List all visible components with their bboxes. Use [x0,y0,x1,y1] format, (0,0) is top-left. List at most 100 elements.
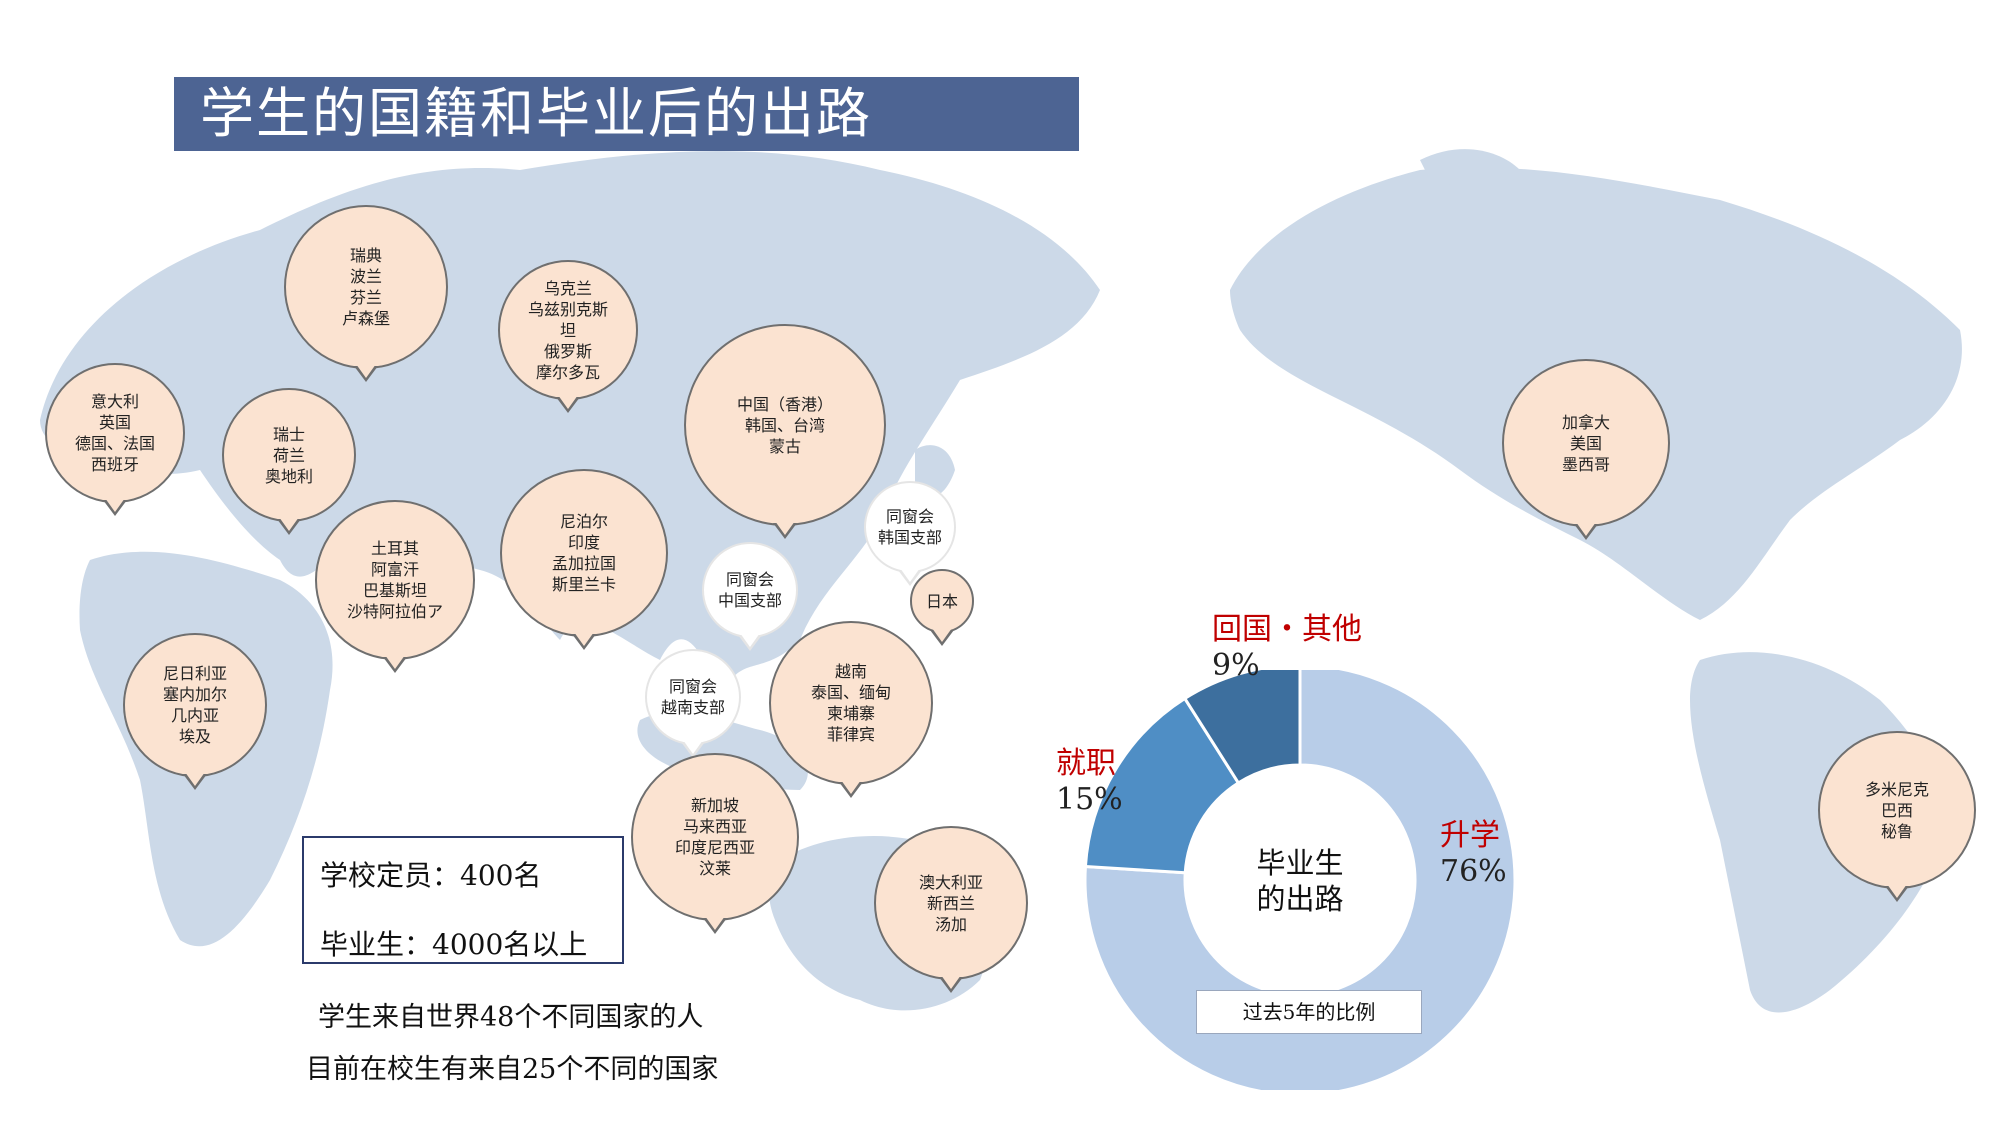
bubble-line: 卢森堡 [341,309,390,328]
bubble-line: 土耳其 [370,539,419,558]
bubble-line: 德国、法国 [74,434,155,453]
country-bubble-alumni-vietnam: 同窗会 越南支部 [645,649,741,745]
country-bubble-west-europe: 意大利 英国 德国、法国 西班牙 [45,363,185,503]
country-bubble-alumni-korea: 同窗会 韩国支部 [864,481,956,573]
bubble-line: 汤加 [934,914,967,934]
bubble-line: 沙特阿拉伯ア [346,602,443,621]
bubble-pointer [1885,884,1909,902]
donut-center-line-1: 毕业生 [1256,846,1344,880]
country-bubble-east-asia: 中国（香港） 韩国、台湾 蒙古 [684,324,886,526]
capacity-text: 学校定员：400名 [320,859,542,892]
bubble-line: 印度尼西亚 [674,838,755,857]
bubble-line: 塞内加尔 [162,685,227,704]
bubble-line: 坦 [559,320,576,340]
bubble-line: 几内亚 [170,706,219,725]
page-title: 学生的国籍和毕业后的出路 [174,77,1079,151]
slice-percent: 9% [1212,648,1260,683]
bubble-line: 斯里兰卡 [551,575,616,594]
bubble-line: 乌克兰 [543,278,592,298]
bubble-line: 韩国支部 [877,528,942,547]
country-bubble-oceania: 澳大利亚 新西兰 汤加 [874,826,1028,980]
slice-further-study [1083,670,1517,1090]
bubble-line: 墨西哥 [1561,454,1610,474]
bubble-line: 新西兰 [926,893,975,913]
bubble-line: 柬埔寨 [826,704,875,723]
bubble-line: 中国（香港） [736,394,833,414]
bubble-line: 越南支部 [660,698,725,717]
bubble-line: 越南 [834,662,867,681]
bubble-line: 澳大利亚 [918,872,983,892]
bubble-pointer [354,364,378,382]
bubble-line: 芬兰 [349,288,382,307]
slice-return-other [1182,670,1302,785]
country-bubble-south-asia: 尼泊尔印度孟加拉国斯里兰卡 [500,469,668,637]
bubble-line: 瑞典 [349,246,382,265]
bubble-line: 巴基斯坦 [362,581,427,600]
bubble-line: 美国 [1569,433,1602,453]
country-bubble-southeast-asia: 越南泰国、缅甸柬埔寨菲律宾 [769,621,933,785]
slice-label-employment: 就职 15% [1056,738,1123,817]
country-bubble-south-america: 多米尼克 巴西 秘鲁 [1818,731,1976,889]
bubble-line: 菲律宾 [826,725,875,744]
country-bubble-africa: 尼日利亚塞内加尔几内亚埃及 [123,633,267,777]
bubble-line: 秘鲁 [1880,821,1913,841]
bubble-line: 新加坡 [690,796,739,815]
slice-label-return-other: 回国・其他 9% [1212,604,1362,683]
graduate-path-donut-chart [1083,670,1517,1090]
donut-center-line-2: 的出路 [1256,882,1344,916]
bubble-line: 摩尔多瓦 [535,362,600,382]
bubble-pointer [183,772,207,790]
bubble-line: 日本 [925,591,958,611]
bubble-line: 乌兹别克斯 [527,299,608,319]
school-info-box: 学校定员：400名 毕业生：4000名以上 [302,836,624,964]
bubble-line: 同窗会 [885,507,934,526]
country-bubble-north-america: 加拿大 美国 墨西哥 [1502,359,1670,527]
bubble-line: 俄罗斯 [543,341,592,361]
bubble-line: 加拿大 [1561,412,1610,432]
slice-category: 就职 [1056,746,1116,781]
country-bubble-scandinavia: 瑞典 波兰 芬兰 卢森堡 [284,205,448,369]
bubble-line: 马来西亚 [682,817,747,836]
bubble-line: 同窗会 [668,677,717,696]
countries-total-note: 学生来自世界48个不同国家的人 [318,1002,704,1033]
donut-center-label: 毕业生 的出路 [1220,845,1380,917]
slice-percent: 15% [1056,782,1123,817]
bubble-line: 瑞士 [272,424,305,444]
bubble-line: 同窗会 [725,570,774,589]
bubble-line: 奥地利 [264,466,313,486]
bubble-line: 埃及 [178,727,211,746]
bubble-line: 汶莱 [698,859,731,878]
bubble-line: 泰国、缅甸 [810,683,891,702]
bubble-line: 尼泊尔 [559,512,608,531]
bubble-pointer [839,780,863,798]
bubble-pointer [773,521,797,539]
period-note: 过去5年的比例 [1196,990,1422,1034]
bubble-line: 巴西 [1880,800,1913,820]
bubble-line: 多米尼克 [1864,779,1929,799]
slice-percent: 76% [1440,854,1507,889]
bubble-pointer [277,517,301,535]
country-bubble-maritime-asia: 新加坡马来西亚印度尼西亚汶莱 [631,753,799,921]
bubble-line: 蒙古 [768,436,801,456]
bubble-pointer [930,628,954,646]
bubble-line: 荷兰 [272,445,305,465]
bubble-line: 印度 [567,533,600,552]
bubble-line: 尼日利亚 [162,664,227,683]
bubble-pointer [103,498,127,516]
country-bubble-alumni-china: 同窗会 中国支部 [702,542,798,638]
slice-category: 升学 [1440,818,1500,853]
bubble-pointer [939,975,963,993]
slice-category: 回国・其他 [1212,612,1362,647]
bubble-pointer [383,655,407,673]
country-bubble-middle-east: 土耳其阿富汗巴基斯坦沙特阿拉伯ア [315,500,475,660]
country-bubble-japan: 日本 [910,569,974,633]
bubble-line: 英国 [98,413,131,432]
bubble-pointer [703,916,727,934]
slice-label-further-study: 升学 76% [1440,810,1507,889]
bubble-pointer [572,632,596,650]
bubble-line: 阿富汗 [370,560,419,579]
bubble-line: 波兰 [349,267,382,286]
bubble-pointer [1574,522,1598,540]
bubble-pointer [738,633,762,651]
bubble-line: 孟加拉国 [551,554,616,573]
